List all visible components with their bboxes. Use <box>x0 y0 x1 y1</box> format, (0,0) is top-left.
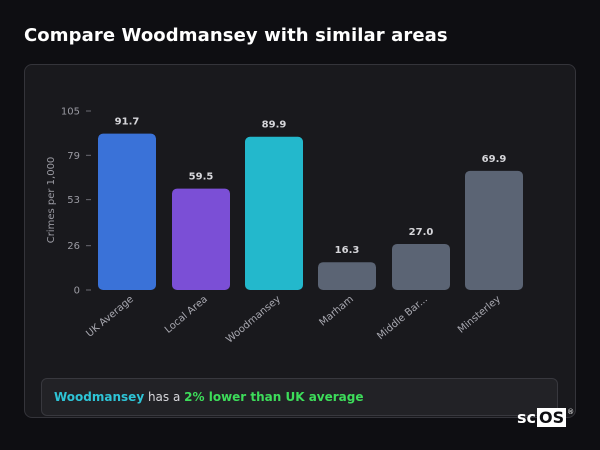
bar[interactable] <box>98 133 156 290</box>
bar[interactable] <box>172 188 230 290</box>
bar-value-label: 27.0 <box>409 227 434 238</box>
y-tick-label: 26 <box>67 241 80 252</box>
bars-group: 91.7 UK Average 59.5 Local Area 89.9 Woodmans… <box>84 117 523 346</box>
bar[interactable] <box>245 136 303 290</box>
bar-value-label: 91.7 <box>115 117 140 128</box>
x-category-label: Minsterley <box>456 294 503 336</box>
brand-logo: sc OS ® <box>517 408 574 430</box>
x-category-label: Local Area <box>163 294 210 336</box>
brand-text: sc <box>517 408 537 427</box>
bar[interactable] <box>392 243 450 290</box>
bar-value-label: 69.9 <box>482 154 507 165</box>
y-tick-label: 105 <box>61 107 80 118</box>
x-category-label: Woodmansey <box>224 294 283 346</box>
y-tick-label: 53 <box>67 195 80 206</box>
x-category-label: UK Average <box>84 294 136 340</box>
x-category-label: Middle Bar... <box>375 294 430 342</box>
y-tick-label: 79 <box>67 151 80 162</box>
y-axis: 0 26 53 79 105 <box>61 107 91 297</box>
bar-value-label: 16.3 <box>335 245 360 256</box>
summary-area-name: Woodmansey <box>54 390 145 404</box>
bar[interactable] <box>465 170 523 290</box>
summary-text: has a <box>144 390 185 404</box>
summary-delta: 2% lower than UK average <box>184 390 364 404</box>
bar[interactable] <box>318 262 376 290</box>
y-axis-title: Crimes per 1,000 <box>46 157 57 244</box>
brand-registered-mark: ® <box>567 408 575 416</box>
bar-value-label: 59.5 <box>189 172 214 183</box>
brand-boxed-text: OS <box>537 408 567 427</box>
y-tick-label: 0 <box>74 286 80 297</box>
x-category-label: Marham <box>318 294 356 329</box>
page-title: Compare Woodmansey with similar areas <box>24 25 448 46</box>
summary-banner: Woodmansey has a 2% lower than UK averag… <box>41 378 558 416</box>
bar-value-label: 89.9 <box>262 120 287 131</box>
